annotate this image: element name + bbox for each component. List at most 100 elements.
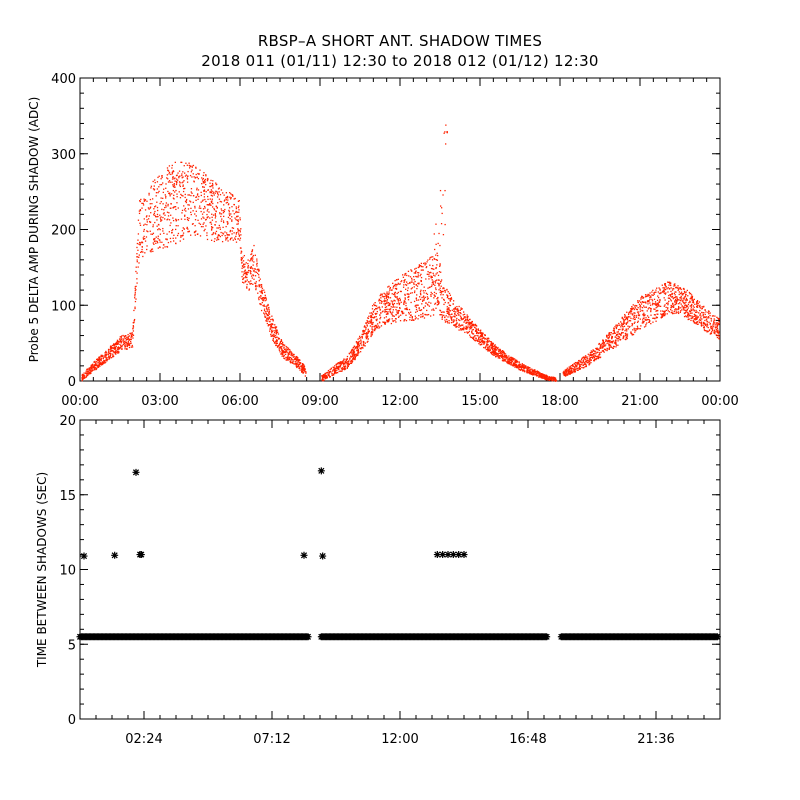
top-data-point (184, 207, 186, 210)
top-data-point (302, 367, 304, 369)
top-data-point (143, 235, 145, 238)
top-data-point (297, 357, 299, 359)
top-data-point (669, 308, 672, 311)
top-data-point (96, 362, 98, 364)
top-data-point (587, 357, 589, 359)
top-data-point (712, 325, 715, 327)
top-data-point (252, 256, 254, 258)
top-data-point (219, 235, 221, 238)
top-data-point (215, 183, 218, 186)
top-data-point (154, 210, 156, 213)
top-data-point (375, 305, 378, 307)
top-data-point (669, 281, 671, 283)
top-data-point (398, 283, 400, 285)
top-data-point (126, 338, 129, 340)
top-data-point (639, 304, 641, 307)
top-data-point (516, 366, 518, 368)
top-data-point (664, 299, 666, 301)
top-data-point (386, 293, 388, 295)
top-data-point (623, 322, 625, 324)
top-data-point (109, 346, 112, 348)
top-data-point (653, 308, 655, 310)
top-data-point (332, 373, 334, 375)
top-data-point (622, 332, 624, 334)
top-data-point (123, 338, 125, 340)
top-data-point (430, 315, 432, 317)
top-data-point (411, 279, 413, 281)
top-data-point (594, 351, 596, 353)
top-data-point (566, 373, 568, 375)
top-y-tick-label: 300 (51, 148, 76, 163)
top-data-point (182, 238, 185, 240)
top-data-point (90, 365, 93, 367)
top-data-point (514, 363, 517, 365)
top-data-point (469, 328, 471, 330)
top-data-point (448, 322, 450, 324)
top-data-point (177, 219, 180, 221)
top-data-point (452, 303, 454, 305)
top-data-point (662, 310, 664, 312)
top-data-point (688, 312, 690, 315)
top-data-point (226, 221, 228, 223)
top-data-point (714, 324, 716, 326)
top-data-point (170, 203, 172, 205)
top-data-point (611, 336, 613, 338)
top-data-point (387, 321, 390, 323)
top-data-point (109, 356, 111, 358)
top-data-point (327, 372, 329, 374)
top-data-point (135, 285, 137, 288)
top-data-point (682, 306, 684, 308)
top-data-point (430, 275, 432, 277)
top-data-point (366, 333, 368, 335)
top-data-point (90, 367, 92, 369)
top-data-point (358, 351, 360, 354)
top-data-point (529, 369, 531, 371)
top-data-point (98, 357, 100, 359)
top-data-point (673, 285, 675, 287)
top-data-point (668, 288, 671, 290)
top-data-point (571, 371, 573, 374)
top-data-point (504, 359, 506, 361)
top-data-point (278, 343, 281, 345)
top-data-point (404, 274, 406, 276)
top-data-point (710, 325, 713, 328)
top-data-point (186, 226, 188, 229)
top-data-point (357, 347, 359, 349)
top-data-point (405, 304, 407, 307)
top-data-point (674, 296, 677, 298)
top-data-point (468, 321, 470, 323)
top-data-point (174, 191, 176, 193)
top-data-point (397, 300, 400, 302)
top-data-point (435, 292, 437, 295)
top-data-point (195, 166, 197, 168)
top-data-point (235, 233, 238, 235)
top-data-point (500, 355, 502, 357)
top-data-point (497, 355, 499, 357)
top-data-point (527, 371, 529, 373)
top-data-point (379, 309, 381, 311)
top-data-point (196, 187, 198, 189)
top-data-point (186, 177, 188, 179)
top-data-point (366, 324, 368, 326)
top-data-point (422, 269, 424, 271)
top-data-point (418, 283, 420, 285)
top-data-point (544, 374, 546, 376)
top-data-point (205, 225, 207, 227)
top-data-point (91, 370, 93, 372)
top-data-point (453, 319, 455, 321)
top-data-point (483, 336, 485, 339)
top-data-point (656, 316, 659, 319)
top-data-point (593, 359, 595, 361)
top-data-point (687, 313, 689, 315)
top-data-point (168, 171, 171, 174)
top-data-point (244, 269, 247, 271)
top-data-point (649, 298, 651, 301)
top-data-point (446, 296, 449, 299)
top-data-point (341, 366, 343, 369)
top-data-point (440, 311, 443, 313)
top-data-point (431, 309, 433, 311)
top-data-point (718, 338, 720, 340)
top-data-point (436, 259, 439, 261)
top-data-point (365, 333, 367, 335)
top-data-point (384, 300, 387, 302)
